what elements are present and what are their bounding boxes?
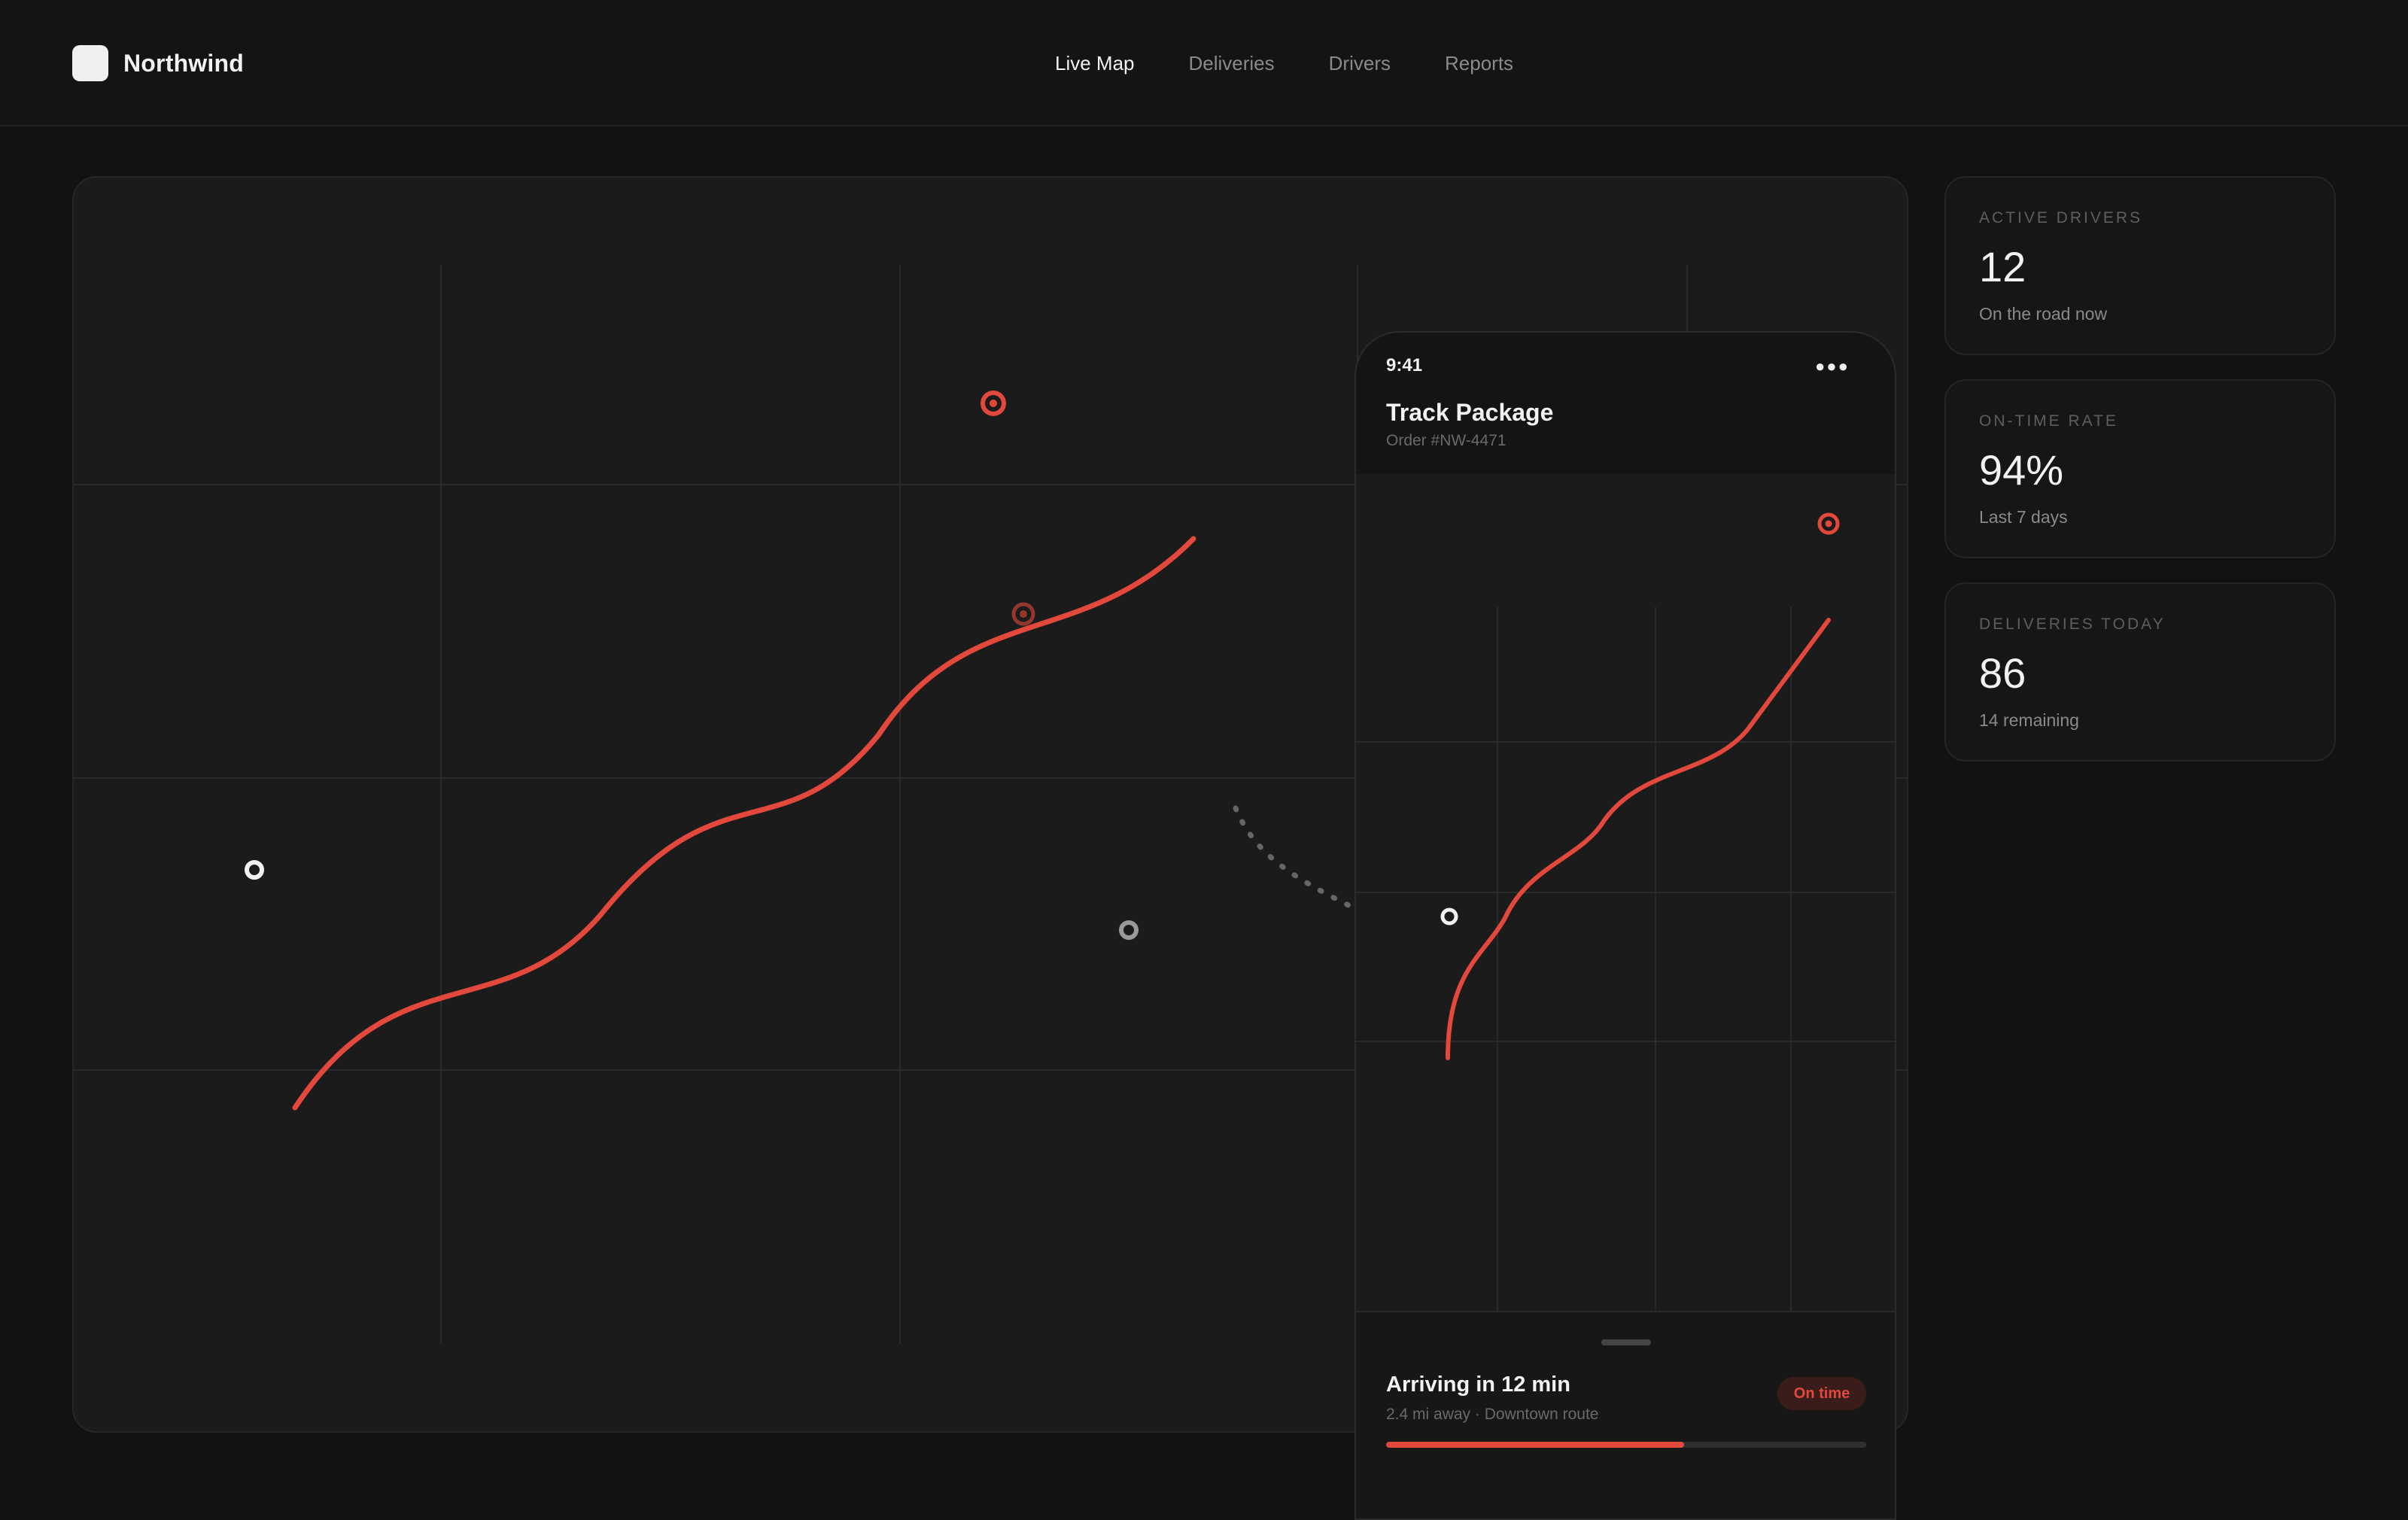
- phone-map[interactable]: [1356, 474, 1896, 1311]
- driver-location-marker[interactable]: [245, 860, 264, 880]
- phone-driver-marker[interactable]: [1440, 907, 1458, 926]
- pickup-marker[interactable]: [1011, 602, 1035, 626]
- stat-label: ACTIVE DRIVERS: [1979, 209, 2143, 226]
- screen-title: Track Package: [1386, 399, 1554, 426]
- nav-drivers[interactable]: Drivers: [1328, 52, 1391, 74]
- phone-destination-marker[interactable]: [1817, 512, 1840, 535]
- destination-marker[interactable]: [981, 391, 1006, 416]
- target-icon: [1011, 602, 1035, 626]
- route-details: 2.4 mi away · Downtown route: [1386, 1406, 1599, 1423]
- delivery-route: [292, 536, 1196, 1111]
- status-badge: On time: [1777, 1377, 1866, 1410]
- sheet-drag-handle[interactable]: [1601, 1339, 1651, 1345]
- waypoint-marker[interactable]: [1119, 920, 1139, 940]
- stat-label: ON-TIME RATE: [1979, 412, 2118, 430]
- stat-subtext: Last 7 days: [1979, 507, 2068, 527]
- nav-reports[interactable]: Reports: [1445, 52, 1514, 74]
- stat-card-deliveries-today[interactable]: DELIVERIES TODAY 86 14 remaining: [1944, 582, 2336, 762]
- order-number: Order #NW-4471: [1386, 432, 1507, 449]
- nav-live-map[interactable]: Live Map: [1055, 52, 1135, 74]
- stat-card-on-time-rate[interactable]: ON-TIME RATE 94% Last 7 days: [1944, 379, 2336, 558]
- status-bar-time: 9:41: [1386, 355, 1423, 375]
- phone-map-grid: [1356, 606, 1895, 1311]
- phone-header: 9:41 ●●● Track Package Order #NW-4471: [1356, 333, 1895, 474]
- target-icon: [1817, 512, 1840, 535]
- delivery-progress-fill: [1386, 1442, 1684, 1448]
- stat-card-active-drivers[interactable]: ACTIVE DRIVERS 12 On the road now: [1944, 176, 2336, 355]
- eta-bottom-sheet[interactable]: Arriving in 12 min 2.4 mi away · Downtow…: [1356, 1311, 1895, 1518]
- signal-icon: ●●●: [1815, 357, 1850, 375]
- target-icon-dot: [1020, 610, 1027, 618]
- phone-delivery-route: [1446, 618, 1831, 1060]
- app-logo-icon: [72, 45, 108, 81]
- stat-value: 86: [1979, 649, 2026, 697]
- stat-value: 12: [1979, 243, 2026, 290]
- top-navigation-bar: Northwind Live Map Deliveries Drivers Re…: [0, 0, 2408, 126]
- stat-value: 94%: [1979, 446, 2064, 494]
- eta-text: Arriving in 12 min: [1386, 1373, 1570, 1397]
- pending-route: [1233, 805, 1356, 910]
- target-icon-dot: [1825, 520, 1832, 527]
- brand[interactable]: Northwind: [72, 45, 244, 81]
- target-icon-dot: [990, 400, 997, 407]
- stat-subtext: 14 remaining: [1979, 710, 2079, 730]
- delivery-progress-bar: [1386, 1442, 1866, 1448]
- target-icon: [981, 391, 1006, 416]
- main-nav: Live Map Deliveries Drivers Reports: [1055, 48, 1513, 78]
- mobile-tracking-preview: 9:41 ●●● Track Package Order #NW-4471 Ar…: [1354, 331, 1896, 1520]
- app-name: Northwind: [123, 49, 244, 77]
- nav-deliveries[interactable]: Deliveries: [1188, 52, 1275, 74]
- stat-label: DELIVERIES TODAY: [1979, 616, 2166, 633]
- stat-subtext: On the road now: [1979, 304, 2108, 324]
